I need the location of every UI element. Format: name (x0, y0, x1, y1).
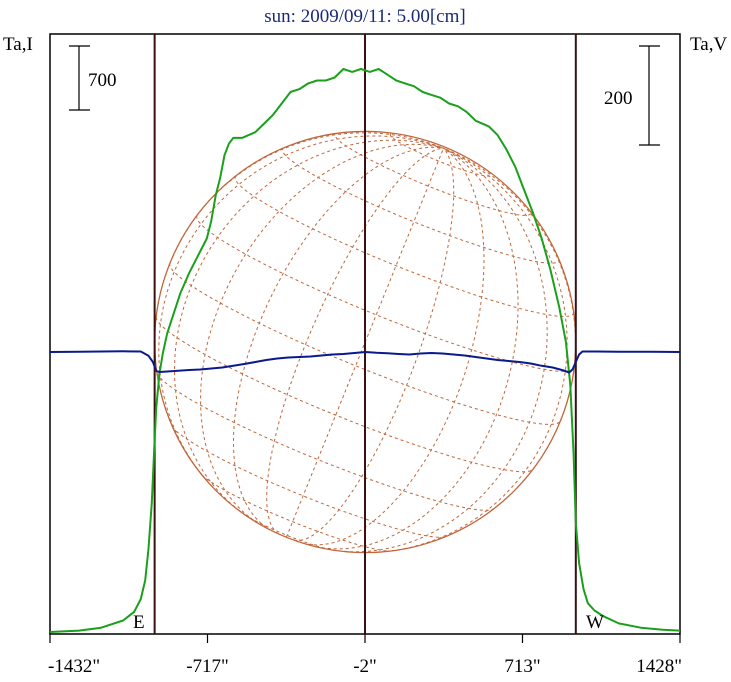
east-marker: E (133, 612, 145, 633)
right-axis-label: Ta,V (690, 34, 727, 55)
left-scale-bar (69, 45, 90, 111)
latitude-line (171, 426, 446, 538)
longitude-line (315, 147, 519, 550)
x-tick-label: 713" (504, 656, 540, 677)
latitude-line (281, 147, 560, 264)
longitude-line (232, 146, 444, 531)
west-marker: W (586, 612, 604, 633)
stokes-i-line (49, 68, 681, 633)
latitude-line (244, 514, 333, 551)
latitude-line (234, 175, 575, 317)
longitude-line (158, 135, 444, 484)
latitude-line (196, 215, 575, 372)
chart-title: sun: 2009/09/11: 5.00[cm] (264, 6, 465, 27)
series-group (49, 68, 681, 633)
longitude-line (301, 147, 485, 546)
latitude-line (201, 474, 391, 552)
latitude-line (156, 372, 494, 511)
longitude-line (294, 147, 455, 542)
left-scale-value: 700 (88, 70, 117, 91)
longitude-line (379, 147, 568, 553)
latitude-line (155, 317, 534, 473)
x-tick-label: 1428" (636, 656, 682, 677)
stokes-v-line (49, 350, 681, 374)
latitude-line (334, 132, 532, 216)
latitude-line (389, 133, 492, 177)
left-axis-label: Ta,I (3, 34, 33, 55)
right-scale-bar (639, 45, 660, 146)
x-ticks: -1432" -717" -2" 713" 1428" (48, 634, 682, 677)
right-scale-value: 200 (604, 88, 633, 109)
longitude-line (200, 143, 444, 524)
longitude-line (169, 132, 444, 264)
longitude-line (266, 147, 444, 535)
x-tick-label: -717" (186, 656, 229, 677)
x-tick-label: -2" (353, 656, 377, 677)
limb-lines (153, 34, 577, 634)
x-tick-label: -1432" (48, 656, 100, 677)
